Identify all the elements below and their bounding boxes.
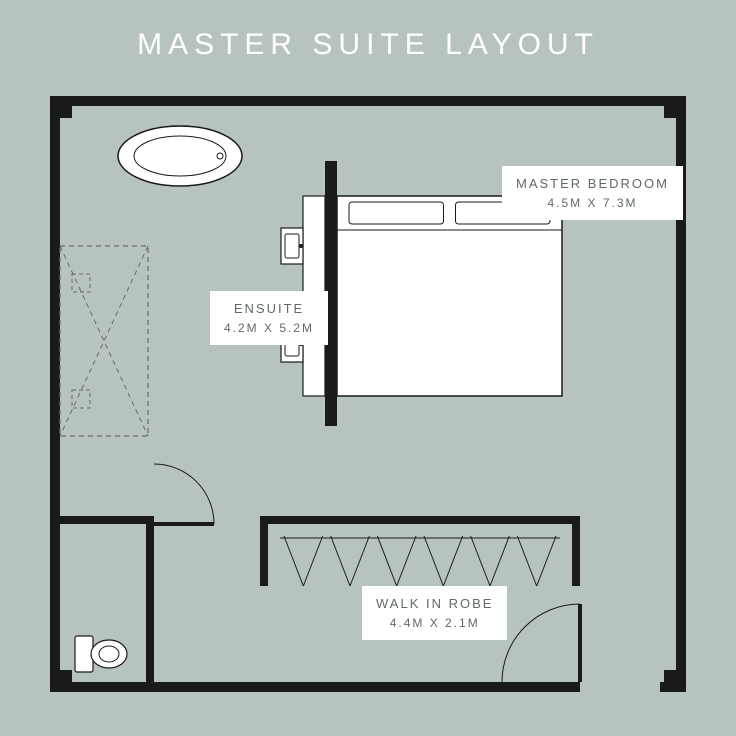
label-ensuite: ENSUITE 4.2M X 5.2M bbox=[210, 291, 328, 345]
room-dims: 4.2M X 5.2M bbox=[224, 319, 314, 337]
page-title: MASTER SUITE LAYOUT bbox=[0, 28, 736, 62]
room-dims: 4.4M X 2.1M bbox=[376, 614, 493, 632]
floor-plan: MASTER BEDROOM 4.5M X 7.3M ENSUITE 4.2M … bbox=[50, 96, 686, 692]
room-dims: 4.5M X 7.3M bbox=[516, 194, 669, 212]
room-name: ENSUITE bbox=[224, 299, 314, 319]
room-name: MASTER BEDROOM bbox=[516, 174, 669, 194]
room-name: WALK IN ROBE bbox=[376, 594, 493, 614]
label-master-bedroom: MASTER BEDROOM 4.5M X 7.3M bbox=[502, 166, 683, 220]
label-walk-in-robe: WALK IN ROBE 4.4M X 2.1M bbox=[362, 586, 507, 640]
